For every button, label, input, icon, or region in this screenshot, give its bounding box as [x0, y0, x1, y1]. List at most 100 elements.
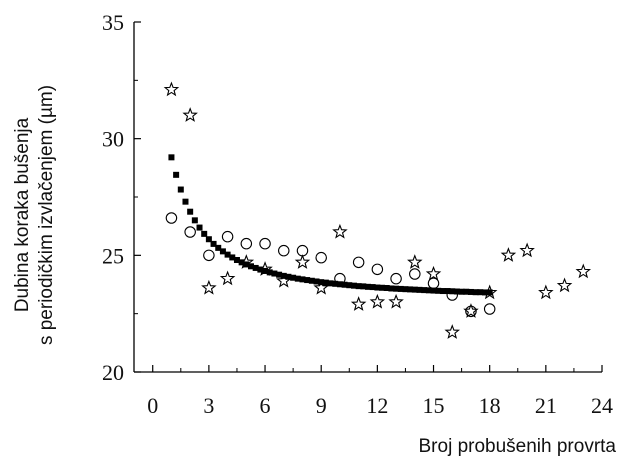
data-point-square	[191, 217, 198, 224]
data-point-square	[257, 266, 264, 273]
data-point-star	[294, 254, 311, 269]
data-point-square	[383, 285, 390, 291]
data-point-square	[201, 230, 208, 237]
data-point-circle	[259, 237, 271, 250]
data-point-square	[177, 186, 184, 193]
data-point-square	[425, 287, 432, 294]
data-point-square	[233, 257, 240, 263]
x-tick-label: 24	[591, 393, 613, 418]
data-point-square	[224, 251, 231, 258]
data-point-circle	[315, 251, 327, 264]
data-point-square	[453, 288, 460, 295]
y-axis-title-line-1: Dubina koraka bušenja	[12, 117, 33, 312]
data-point-circle	[221, 230, 234, 243]
data-point-circle	[184, 226, 196, 238]
data-point-square	[346, 282, 353, 289]
data-point-square	[350, 282, 357, 289]
data-point-square	[416, 286, 423, 293]
data-point-square	[411, 286, 418, 293]
data-point-square	[407, 286, 414, 293]
data-point-square	[341, 281, 348, 288]
data-point-square	[439, 288, 446, 295]
data-point-square	[388, 285, 395, 292]
x-tick-label: 15	[423, 393, 445, 418]
data-point-square	[379, 284, 386, 291]
data-point-star	[463, 303, 479, 318]
series-star-open	[163, 81, 592, 339]
data-point-star	[182, 107, 198, 122]
data-point-square	[238, 259, 245, 266]
data-point-circle	[278, 244, 290, 257]
y-tick-label: 35	[102, 10, 124, 35]
data-point-star	[332, 223, 348, 239]
data-point-star	[313, 279, 329, 295]
data-point-square	[196, 224, 203, 231]
data-point-square	[430, 287, 437, 294]
data-point-circle	[409, 268, 421, 280]
data-point-star	[500, 247, 517, 262]
data-point-square	[318, 279, 325, 286]
data-point-square	[435, 287, 442, 294]
data-point-square	[243, 261, 250, 268]
x-tick-label: 12	[366, 393, 388, 418]
data-point-star	[388, 293, 404, 309]
data-point-circle	[483, 303, 496, 315]
data-point-circle	[165, 212, 178, 224]
data-point-square	[402, 286, 409, 293]
data-point-star	[575, 263, 592, 279]
data-point-square	[168, 154, 175, 161]
y-tick-label: 25	[102, 243, 124, 268]
data-point-square	[449, 288, 456, 295]
data-point-square	[248, 263, 254, 270]
data-point-square	[397, 285, 404, 292]
data-point-square	[393, 285, 400, 292]
y-axis-title-line-2: s periodičkim izvlačenjem (µm)	[36, 85, 57, 345]
data-point-square	[266, 269, 273, 276]
data-point-circle	[240, 237, 253, 250]
data-point-square	[365, 283, 371, 290]
data-point-square	[308, 277, 315, 284]
data-point-square	[472, 289, 479, 296]
data-point-square	[482, 289, 488, 296]
x-axis-title: Broj probušenih provrta	[419, 436, 617, 457]
data-point-square	[327, 280, 334, 287]
data-point-square	[421, 287, 428, 294]
data-point-square	[252, 264, 259, 271]
data-point-square	[262, 267, 269, 274]
data-point-square	[271, 270, 278, 277]
data-point-square	[182, 198, 189, 205]
data-point-star	[219, 270, 236, 286]
x-tick-label: 9	[316, 393, 327, 418]
x-tick-label: 18	[479, 393, 501, 418]
y-tick-label: 20	[102, 360, 124, 385]
data-point-square	[360, 283, 367, 290]
y-tick-label: 30	[102, 127, 124, 152]
data-point-square	[477, 289, 484, 296]
data-point-square	[294, 275, 301, 282]
data-point-star	[538, 284, 554, 300]
series-layer	[163, 81, 592, 339]
axes	[133, 22, 602, 373]
data-point-square	[322, 279, 329, 286]
data-point-star	[369, 293, 386, 309]
x-tick-label: 0	[147, 393, 158, 418]
data-point-star	[201, 279, 217, 295]
data-point-star	[425, 265, 442, 281]
data-point-circle	[390, 272, 402, 285]
data-point-star	[556, 277, 573, 293]
data-point-circle	[203, 249, 215, 262]
data-point-square	[444, 288, 451, 295]
data-point-square	[205, 236, 212, 243]
data-point-square	[215, 244, 222, 251]
data-point-square	[285, 273, 292, 280]
data-point-square	[458, 288, 465, 295]
ticks: 0 3 6 9 12 15 18 21 24 20 25 30 35	[102, 10, 613, 418]
data-point-square	[290, 274, 297, 281]
x-tick-label: 21	[535, 393, 557, 418]
data-point-square	[463, 288, 470, 295]
data-point-square	[210, 240, 217, 247]
data-point-square	[467, 288, 474, 295]
series-square-filled	[168, 154, 493, 296]
series-circle-open	[165, 212, 496, 318]
